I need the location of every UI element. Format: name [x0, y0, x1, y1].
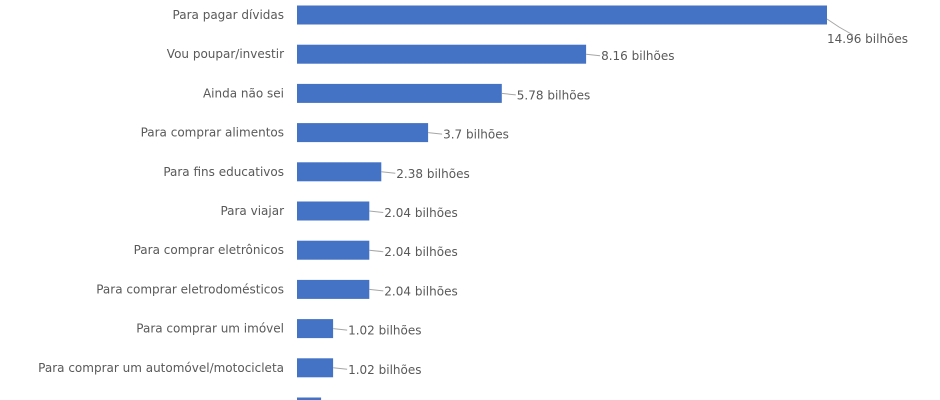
leader-line: [826, 18, 854, 36]
bars: [297, 5, 827, 400]
data-labels: 14.96 bilhões 8.16 bilhões 5.78 bilhões 3.7…: [348, 32, 908, 377]
bar: [297, 279, 370, 299]
category-label: Para comprar eletrônicos: [134, 243, 284, 257]
leader-line: [369, 249, 384, 253]
data-label: 1.02 bilhões: [348, 324, 421, 338]
data-label: 5.78 bilhões: [517, 88, 590, 102]
bar: [297, 319, 334, 339]
data-label: 8.16 bilhões: [601, 49, 674, 63]
bar: [297, 358, 334, 378]
data-label: 1.02 bilhões: [348, 363, 421, 377]
bar: [297, 201, 370, 221]
category-label: Vou poupar/investir: [167, 47, 284, 61]
data-label: 2.04 bilhões: [384, 284, 457, 298]
category-label: Para comprar eletrodomésticos: [96, 282, 284, 296]
data-label: 14.96 bilhões: [827, 32, 908, 46]
leader-line: [369, 210, 384, 213]
category-labels: Para pagar dívidas Vou poupar/investir Ain…: [38, 8, 284, 375]
bar: [297, 123, 429, 143]
bar: [297, 83, 502, 103]
data-label: 2.38 bilhões: [396, 167, 469, 181]
bar: [297, 397, 322, 400]
data-label-leaders: [333, 18, 854, 370]
leader-line: [333, 367, 348, 370]
leader-line: [369, 288, 384, 292]
category-label: Para comprar um imóvel: [136, 322, 284, 336]
leader-line: [501, 92, 516, 96]
leader-line: [428, 132, 443, 135]
leader-line: [381, 171, 396, 174]
bar: [297, 5, 827, 25]
bar: [297, 240, 370, 260]
category-label: Para viajar: [220, 204, 284, 218]
category-label: Para fins educativos: [163, 165, 284, 179]
category-label: Para comprar alimentos: [141, 126, 284, 140]
category-label: Ainda não sei: [203, 86, 284, 100]
category-label: Para comprar um automóvel/motocicleta: [38, 361, 284, 375]
bar: [297, 44, 587, 64]
leader-line: [586, 53, 601, 57]
bar: [297, 162, 382, 182]
data-label: 2.04 bilhões: [384, 245, 457, 259]
data-label: 2.04 bilhões: [384, 206, 457, 220]
data-label: 3.7 bilhões: [443, 128, 509, 142]
category-label: Para pagar dívidas: [173, 8, 284, 22]
leader-line: [333, 328, 348, 331]
